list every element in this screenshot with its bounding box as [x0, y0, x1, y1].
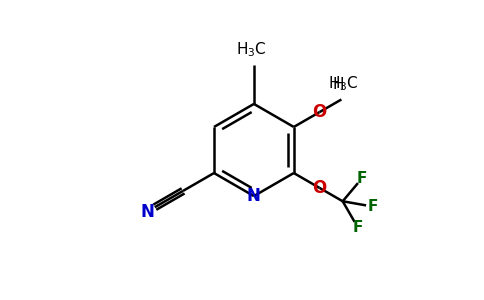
Text: F: F — [367, 199, 378, 214]
Text: F: F — [357, 170, 367, 185]
Text: O: O — [312, 103, 327, 121]
Text: F: F — [353, 220, 363, 235]
Text: H$_3$C: H$_3$C — [236, 40, 266, 59]
Text: N: N — [140, 203, 154, 221]
Text: H$_3$C: H$_3$C — [328, 74, 358, 93]
Text: O: O — [312, 179, 327, 197]
Text: N: N — [247, 187, 261, 205]
Text: H: H — [333, 77, 345, 92]
